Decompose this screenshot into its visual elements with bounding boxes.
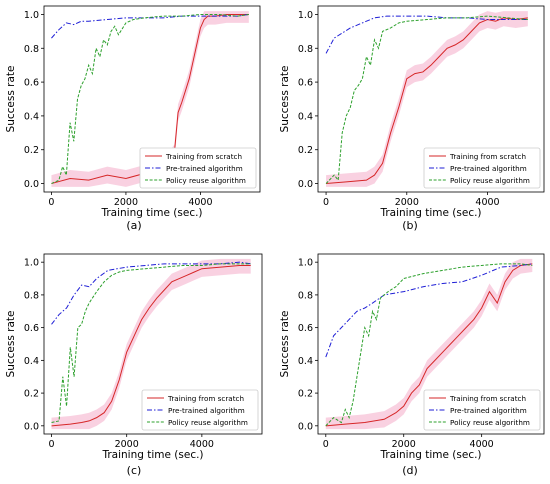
y-tick-label: 0.6 [24,78,39,89]
series-line-reuse [325,263,533,427]
y-tick-label: 0.4 [298,356,313,367]
x-axis-label: Training time (sec.) [379,449,481,461]
y-tick-label: 0.8 [298,290,313,301]
legend-label-scratch: Training from scratch [165,152,242,161]
subfigure-caption: (b) [402,219,418,232]
y-tick-label: 0.6 [24,323,39,334]
legend-box [139,147,257,189]
y-tick-label: 0.2 [24,145,39,156]
x-tick-label: 4000 [470,439,494,450]
x-axis-label: Training time (sec.) [101,449,203,461]
legend-label-scratch: Training from scratch [449,152,526,161]
legend-label-pretrained: Pre-trained algorithm [166,164,243,173]
y-axis-label: Success rate [5,66,17,133]
y-tick-label: 0.4 [298,111,313,122]
series-line-pretrained [51,13,249,39]
legend-label-reuse: Policy reuse algorithm [450,418,530,427]
y-tick-label: 0.6 [298,323,313,334]
y-axis-label: Success rate [279,311,291,378]
legend-label-reuse: Policy reuse algorithm [166,176,246,185]
legend-box [423,389,541,431]
y-tick-label: 0.2 [298,389,313,400]
plot-frame [43,5,261,193]
series-line-pretrained [325,15,528,54]
series-line-reuse [325,15,528,184]
series-line-reuse [51,263,251,424]
series-line-pretrained [51,261,251,325]
x-axis-label: Training time (sec.) [100,207,202,219]
y-tick-label: 0.2 [298,145,313,156]
x-tick-label: 0 [48,197,54,208]
y-tick-label: 1.0 [298,10,313,21]
x-tick-label: 2000 [114,197,138,208]
x-tick-label: 2000 [395,197,419,208]
y-tick-label: 0.4 [24,356,39,367]
y-tick-label: 1.0 [24,10,39,21]
legend-box [141,389,259,431]
legend-label-reuse: Policy reuse algorithm [450,176,530,185]
legend-label-scratch: Training from scratch [167,394,244,403]
x-tick-label: 2000 [392,439,416,450]
plot-frame [43,253,263,435]
legend-label-pretrained: Pre-trained algorithm [450,406,527,415]
series-line-scratch [325,263,533,427]
y-tick-label: 0.0 [298,179,313,190]
x-tick-label: 2000 [115,439,139,450]
y-axis-label: Success rate [279,66,291,133]
legend-label-pretrained: Pre-trained algorithm [450,164,527,173]
legend-box [423,147,541,189]
y-axis-label: Success rate [5,311,17,378]
series-line-scratch [51,264,251,427]
legend: Training from scratch Pre-trained algorit… [423,389,541,431]
y-tick-label: 0.0 [24,179,39,190]
y-tick-label: 0.6 [298,78,313,89]
y-tick-label: 0.0 [298,421,313,432]
series-line-pretrained [325,263,533,358]
subfigure-caption: (a) [126,219,141,232]
y-tick-label: 0.2 [24,389,39,400]
series-line-scratch [51,13,249,185]
x-tick-label: 0 [48,439,54,450]
x-tick-label: 0 [323,197,329,208]
plot-frame [317,253,545,435]
legend: Training from scratch Pre-trained algorit… [423,147,541,189]
subfigure-caption: (d) [402,464,418,477]
legend-label-reuse: Policy reuse algorithm [168,418,248,427]
series-line-scratch [326,17,528,185]
legend: Training from scratch Pre-trained algorit… [139,147,257,189]
plot-frame [317,5,545,193]
x-tick-label: 0 [323,439,329,450]
y-tick-label: 1.0 [298,258,313,269]
y-tick-label: 0.0 [24,421,39,432]
x-axis-label: Training time (sec.) [379,207,481,219]
legend-label-pretrained: Pre-trained algorithm [168,406,245,415]
legend-label-scratch: Training from scratch [449,394,526,403]
y-tick-label: 1.0 [24,258,39,269]
x-tick-label: 4000 [188,197,212,208]
y-tick-label: 0.8 [24,290,39,301]
legend: Training from scratch Pre-trained algorit… [141,389,259,431]
y-tick-label: 0.8 [298,44,313,55]
y-tick-label: 0.4 [24,111,39,122]
x-tick-label: 4000 [190,439,214,450]
x-tick-label: 4000 [475,197,499,208]
scratch-band [325,258,533,430]
subfigure-caption: (c) [127,464,142,477]
y-tick-label: 0.8 [24,44,39,55]
series-line-reuse [51,13,249,185]
